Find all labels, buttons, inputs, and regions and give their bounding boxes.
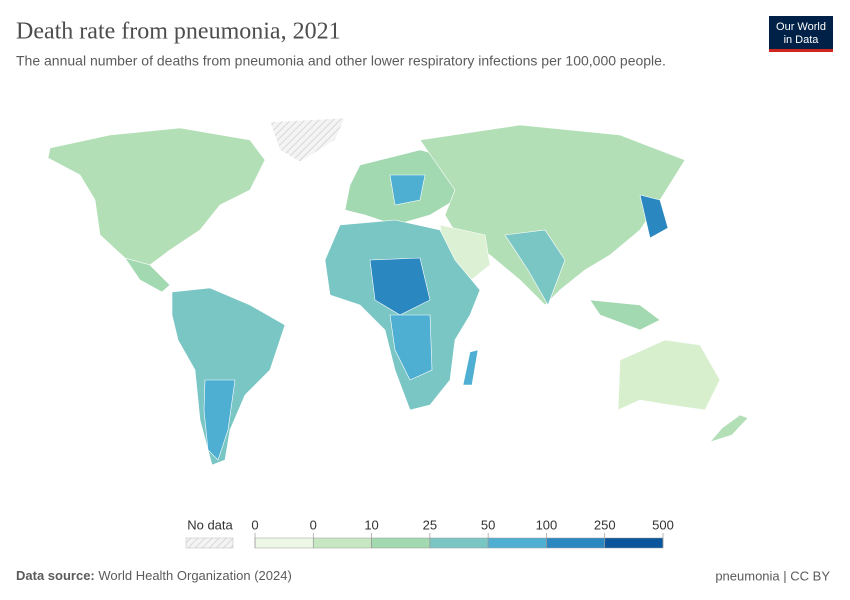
legend-tick-label: 0 [310, 517, 317, 532]
title: Death rate from pneumonia, 2021 [16, 19, 341, 45]
no-data-swatch [185, 537, 234, 549]
east-europe [389, 174, 426, 206]
legend-tick-label: 500 [652, 517, 674, 532]
logo-text: Our World [776, 21, 826, 33]
south-america [171, 287, 286, 466]
indonesia [589, 299, 661, 331]
logo-box [769, 16, 833, 52]
legend-tick-label: 0 [251, 517, 258, 532]
legend-swatch [429, 537, 489, 549]
legend-tick-label: 10 [364, 517, 378, 532]
logo-stripe [769, 49, 833, 52]
argentina [203, 379, 236, 461]
legend-swatch [604, 537, 664, 549]
legend-tick-label: 25 [423, 517, 437, 532]
source-label: Data source: [16, 568, 95, 583]
legend-swatch [487, 537, 547, 549]
madagascar [462, 349, 479, 386]
central-africa [369, 257, 431, 316]
legend-swatch [546, 537, 605, 549]
greenland [269, 117, 346, 163]
source: World Health Organization (2024) [98, 568, 291, 583]
world-map [47, 117, 749, 466]
legend: No data 0 0 10 25 50 100 250 500 [185, 517, 674, 549]
legend-swatch [254, 537, 314, 549]
south-asia [504, 229, 566, 306]
credit: pneumonia | CC BY [715, 568, 830, 583]
subtitle: The annual number of deaths from pneumon… [16, 53, 666, 69]
legend-tick-label: 50 [481, 517, 495, 532]
logo[interactable]: Our World in Data [769, 16, 833, 52]
central-america [124, 257, 171, 293]
new-zealand [709, 414, 749, 443]
japan [639, 194, 669, 239]
legend-tick-label: 100 [536, 517, 558, 532]
legend-swatch [313, 537, 372, 549]
legend-tick-label: 250 [594, 517, 616, 532]
australia [617, 339, 721, 411]
legend-swatch [371, 537, 431, 549]
southern-africa [389, 314, 433, 381]
north-america [47, 127, 266, 266]
footer-source: Data source: World Health Organization (… [16, 568, 292, 583]
logo-text: in Data [784, 34, 820, 46]
no-data-label: No data [187, 517, 233, 532]
